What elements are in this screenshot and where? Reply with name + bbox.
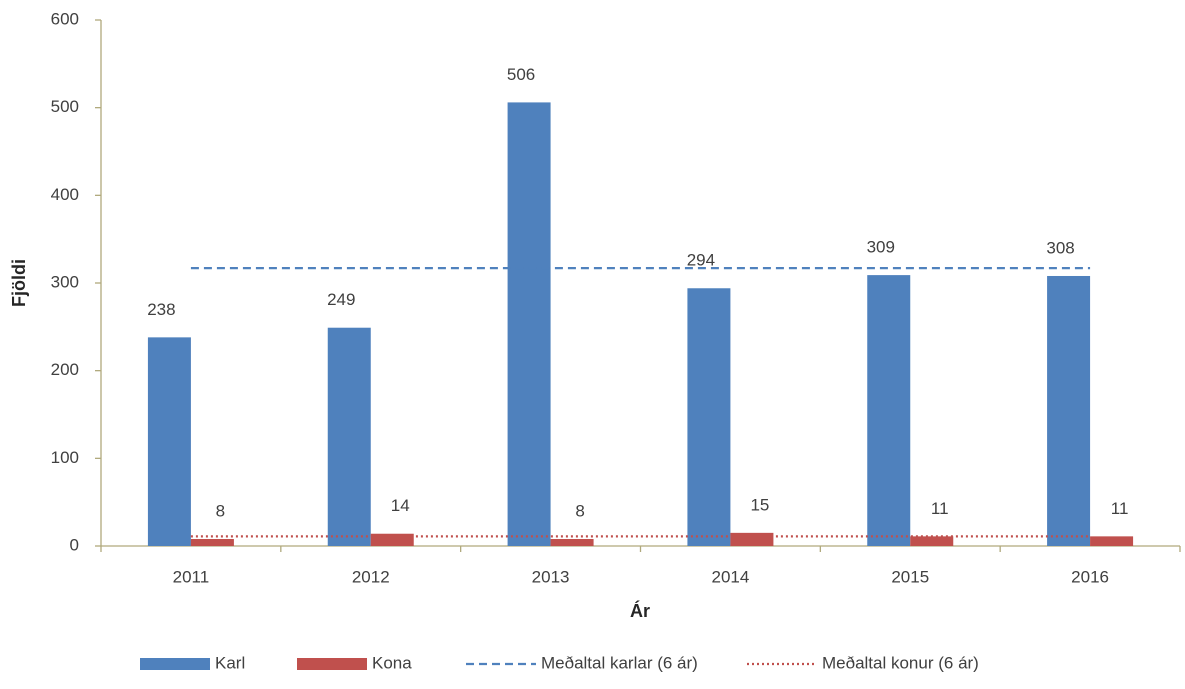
legend-swatch (140, 658, 210, 670)
x-tick-label: 2011 (173, 567, 210, 586)
y-tick-label: 600 (51, 9, 79, 28)
bar (190, 538, 234, 546)
data-label: 14 (391, 496, 410, 515)
data-label: 294 (687, 251, 715, 270)
data-label: 8 (575, 501, 584, 520)
bar (327, 327, 371, 546)
y-axis-title: Fjöldi (9, 259, 29, 307)
bar (550, 538, 594, 546)
x-tick-label: 2012 (352, 567, 390, 586)
legend-label: Meðaltal karlar (6 ár) (541, 653, 698, 672)
data-label: 308 (1046, 238, 1074, 257)
x-axis-title: Ár (630, 600, 650, 621)
data-label: 8 (216, 501, 225, 520)
x-tick-label: 2016 (1071, 567, 1109, 586)
bar (1090, 536, 1134, 546)
data-label: 249 (327, 290, 355, 309)
y-tick-label: 200 (51, 360, 79, 379)
x-tick-label: 2014 (712, 567, 750, 586)
y-tick-label: 100 (51, 448, 79, 467)
data-label: 309 (867, 238, 895, 257)
bar (147, 337, 191, 546)
x-tick-label: 2013 (532, 567, 570, 586)
y-tick-label: 400 (51, 185, 79, 204)
bar (1047, 275, 1091, 546)
data-label: 15 (750, 495, 769, 514)
bar (507, 102, 551, 546)
bar (910, 536, 954, 546)
data-label: 11 (931, 499, 949, 518)
y-tick-label: 300 (51, 272, 79, 291)
data-label: 11 (1111, 499, 1129, 518)
legend-label: Meðaltal konur (6 ár) (822, 653, 979, 672)
legend-label: Karl (215, 653, 245, 672)
y-tick-label: 0 (70, 535, 79, 554)
bar (867, 275, 911, 546)
legend-label: Kona (372, 653, 412, 672)
y-tick-label: 500 (51, 97, 79, 116)
data-label: 238 (147, 300, 175, 319)
bar (687, 288, 731, 546)
bar (730, 532, 774, 546)
x-tick-label: 2015 (891, 567, 929, 586)
legend-swatch (297, 658, 367, 670)
data-label: 506 (507, 65, 535, 84)
